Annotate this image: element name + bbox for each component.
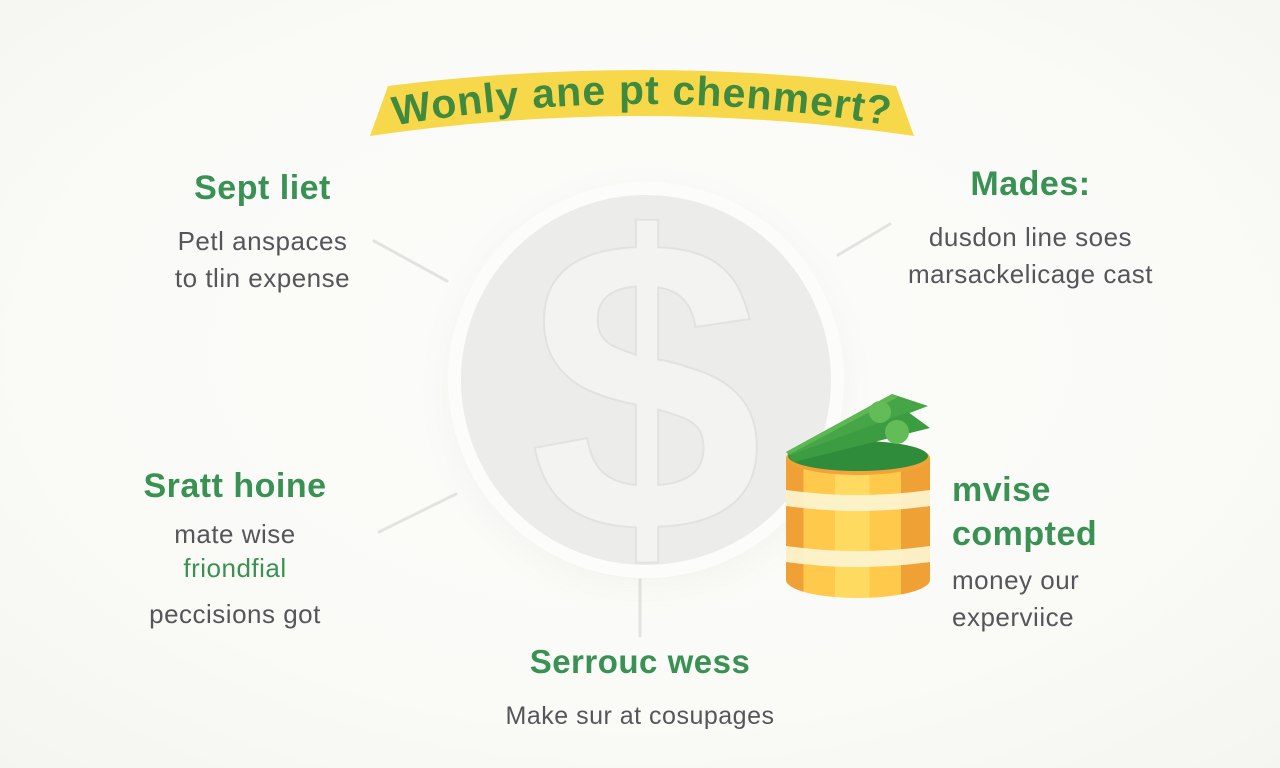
block-text-line: marsackelicage cast	[907, 258, 1154, 289]
connector-line-mid-left	[377, 492, 458, 534]
money-stack-icon	[780, 388, 936, 608]
block-heading: Sratt hoine	[143, 467, 327, 505]
block-heading: Mades:	[970, 165, 1091, 203]
dollar-sign-watermark: $	[529, 195, 763, 565]
info-block-right: mvise compted money our experviice	[952, 468, 1187, 636]
block-heading: compted	[952, 515, 1098, 553]
banner-ribbon-shape	[370, 70, 914, 136]
block-text-line: to tlin expense	[174, 262, 351, 293]
banknotes	[786, 394, 930, 462]
block-text-line: Petl anspaces	[177, 225, 348, 256]
block-text-line: mate wise	[174, 518, 296, 549]
coin-cylinder	[786, 458, 930, 598]
block-heading: mvise	[952, 471, 1051, 509]
title-banner: Wonly ane pt chenmert?	[362, 54, 922, 149]
connector-line-top-left	[372, 239, 449, 283]
block-text-line: dusdon line soes	[928, 221, 1133, 252]
block-text-line: peccisions got	[149, 598, 321, 629]
block-text-line: experviice	[952, 602, 1075, 632]
info-block-top-left: Sept liet Petl anspaces to tlin expense	[110, 168, 415, 297]
block-text-line: Make sur at cosupages	[505, 701, 775, 730]
block-text-line: money our	[952, 565, 1080, 595]
coin-band-lower	[786, 546, 930, 567]
block-heading: Sept liet	[194, 169, 331, 207]
coin-band-upper	[786, 490, 930, 511]
connector-line-top-right	[836, 222, 892, 257]
info-block-bottom: Serrouc wess Make sur at cosupages	[450, 642, 830, 735]
info-block-top-right: Mades: dusdon line soes marsackelicage c…	[873, 164, 1188, 293]
info-block-mid-left: Sratt hoine mate wise friondfial peccisi…	[85, 466, 385, 631]
block-text-line-green: friondfial	[183, 552, 287, 583]
block-heading: Serrouc wess	[529, 643, 751, 680]
